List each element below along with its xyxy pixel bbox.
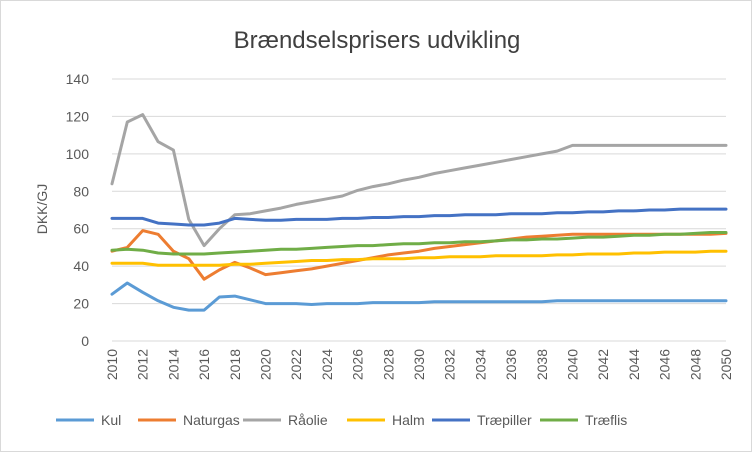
y-tick-label: 80 <box>73 183 89 199</box>
x-tick-label: 2028 <box>380 349 396 380</box>
legend-label: Træpiller <box>477 412 532 428</box>
x-tick-label: 2036 <box>503 349 519 380</box>
x-axis-ticks: 2010 2012 2014 2016 2018 2020 2022 2024 2026 2028… <box>104 349 734 380</box>
x-tick-label: 2044 <box>626 349 642 380</box>
x-tick-label: 2042 <box>595 349 611 380</box>
y-tick-label: 60 <box>73 221 89 237</box>
legend-label: Halm <box>392 412 425 428</box>
x-tick-label: 2018 <box>227 349 243 380</box>
x-tick-label: 2014 <box>165 349 181 380</box>
legend-label: Råolie <box>288 412 328 428</box>
x-tick-label: 2016 <box>196 349 212 380</box>
x-tick-label: 2038 <box>534 349 550 380</box>
x-tick-label: 2048 <box>687 349 703 380</box>
x-tick-label: 2030 <box>411 349 427 380</box>
series-line <box>110 207 728 227</box>
x-tick-label: 2010 <box>104 349 120 380</box>
legend-label: Naturgas <box>183 412 240 428</box>
y-tick-label: 20 <box>73 296 89 312</box>
x-tick-label: 2020 <box>258 349 274 380</box>
series-line <box>110 229 728 281</box>
x-tick-label: 2012 <box>135 349 151 380</box>
legend: Kul Naturgas Råolie Halm Træpiller Træflis <box>56 412 627 428</box>
x-tick-label: 2022 <box>288 349 304 380</box>
x-tick-label: 2032 <box>442 349 458 380</box>
y-tick-label: 140 <box>66 71 90 87</box>
y-axis-label: DKK/GJ <box>34 184 50 235</box>
y-tick-label: 120 <box>66 108 90 124</box>
chart-title: Brændselsprisers udvikling <box>234 27 521 54</box>
x-tick-label: 2040 <box>565 349 581 380</box>
y-tick-label: 40 <box>73 258 89 274</box>
legend-label: Kul <box>101 412 121 428</box>
x-tick-label: 2024 <box>319 349 335 380</box>
series-line <box>110 249 728 267</box>
series-line <box>110 113 728 248</box>
series-line <box>110 281 728 312</box>
x-tick-label: 2026 <box>350 349 366 380</box>
y-tick-label: 0 <box>81 333 89 349</box>
y-tick-label: 100 <box>66 146 90 162</box>
x-tick-label: 2046 <box>657 349 673 380</box>
y-axis-ticks: 0 20 40 60 80 100 120 140 <box>66 71 90 349</box>
legend-label: Træflis <box>585 412 627 428</box>
x-tick-label: 2034 <box>472 349 488 380</box>
series-line <box>110 231 728 256</box>
series-lines <box>110 113 728 312</box>
x-tick-label: 2050 <box>718 349 734 380</box>
